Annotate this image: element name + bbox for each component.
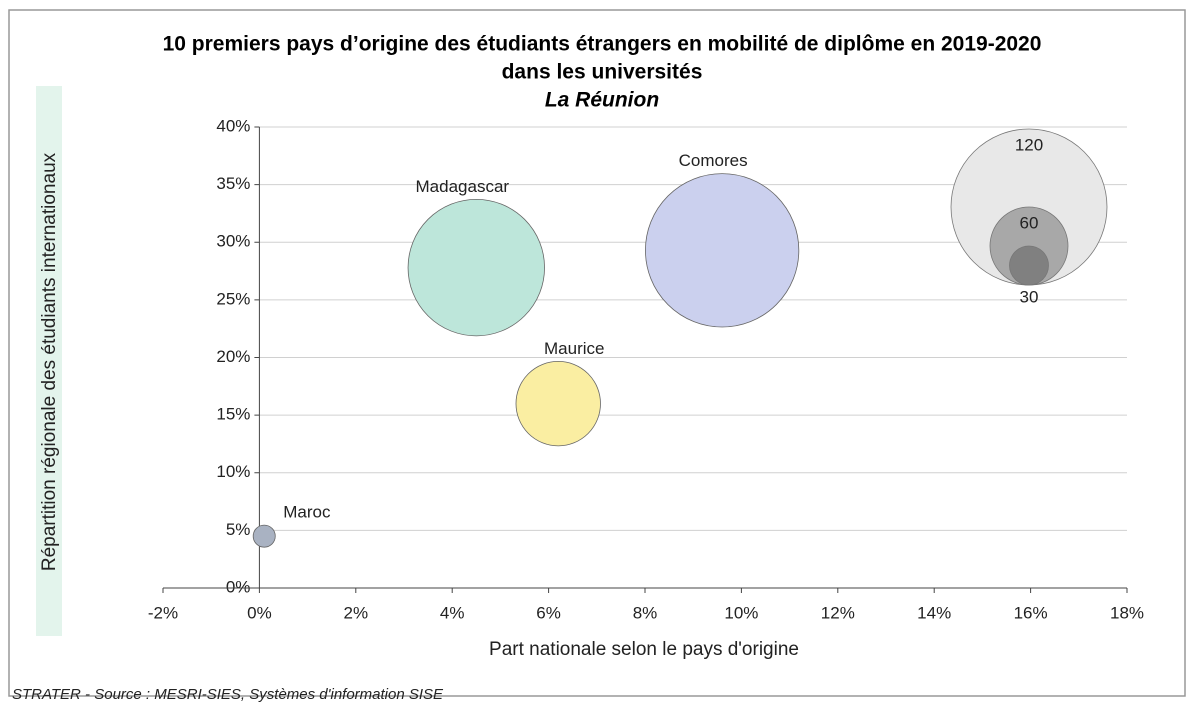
bubble-label: Maurice [544, 339, 604, 358]
y-tick-label: 30% [216, 232, 250, 251]
frame [8, 9, 1186, 697]
y-tick-label: 20% [216, 347, 250, 366]
bubble-label: Maroc [283, 503, 331, 522]
bubble [407, 198, 545, 337]
y-axis-label: Répartition régionale des étudiants inte… [39, 152, 60, 571]
ylabel-bg [36, 86, 62, 636]
size-legend-label: 60 [1020, 213, 1039, 232]
y-tick-label: 15% [216, 405, 250, 424]
x-tick-label: -2% [148, 603, 178, 622]
size-legend-label: 120 [1015, 135, 1043, 154]
x-tick-label: 16% [1014, 603, 1048, 622]
size-legend-label: 30 [1020, 287, 1039, 306]
x-axis-label: Part nationale selon le pays d'origine [489, 639, 799, 660]
chart-title: 10 premiers pays d’origine des étudiants… [163, 33, 1042, 56]
x-tick-label: 12% [821, 603, 855, 622]
x-tick-label: 2% [344, 603, 369, 622]
source-note: STRATER - Source : MESRI-SIES, Systèmes … [12, 686, 444, 703]
y-tick-label: 35% [216, 174, 250, 193]
x-tick-label: 6% [536, 603, 561, 622]
y-tick-label: 25% [216, 289, 250, 308]
bubble [515, 360, 601, 447]
y-tick-label: 10% [216, 462, 250, 481]
chart-subtitle: La Réunion [545, 89, 659, 112]
x-tick-label: 18% [1110, 603, 1144, 622]
bubble [252, 524, 276, 548]
x-tick-label: 14% [917, 603, 951, 622]
chart-title-line2: dans les universités [502, 61, 703, 84]
x-tick-label: 0% [247, 603, 272, 622]
size-legend-circle [1009, 245, 1049, 286]
y-tick-label: 0% [226, 577, 251, 596]
bubble-label: Madagascar [416, 177, 510, 196]
bubble [645, 173, 800, 328]
y-tick-label: 5% [226, 520, 251, 539]
y-tick-label: 40% [216, 116, 250, 135]
x-tick-label: 10% [724, 603, 758, 622]
bubble-label: Comores [679, 151, 748, 170]
x-tick-label: 4% [440, 603, 465, 622]
x-tick-label: 8% [633, 603, 658, 622]
